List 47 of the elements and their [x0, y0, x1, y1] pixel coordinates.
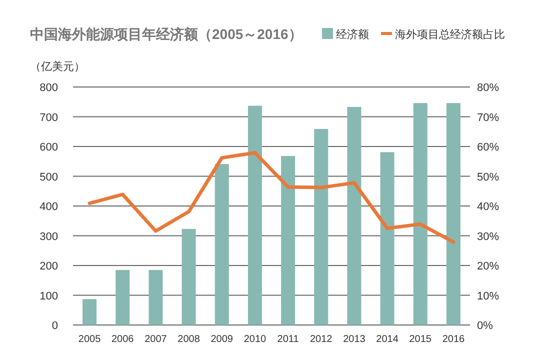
line-series — [88, 151, 456, 244]
y2-tick-label: 40% — [477, 201, 500, 213]
y-tick-label: 200 — [40, 260, 58, 272]
y2-tick-label: 20% — [477, 260, 500, 272]
bar — [347, 106, 362, 325]
bar — [281, 156, 296, 325]
bar — [82, 299, 97, 325]
y-tick-label: 100 — [40, 290, 58, 302]
bar — [148, 270, 163, 325]
x-tick-label: 2009 — [210, 334, 234, 345]
y-axis-title: （亿美元） — [30, 60, 85, 73]
legend-label: 经济额 — [336, 28, 369, 41]
bar — [446, 103, 460, 325]
y-tick-label: 300 — [40, 230, 58, 243]
y-tick-label: 700 — [40, 112, 58, 124]
y-tick-label: 600 — [40, 142, 58, 154]
bar — [214, 164, 229, 325]
y2-tick-label: 0% — [477, 320, 494, 332]
x-tick-label: 2013 — [343, 334, 366, 345]
x-tick-label: 2008 — [178, 334, 200, 345]
bar — [116, 270, 130, 325]
bar — [314, 128, 328, 325]
x-tick-label: 2016 — [442, 334, 466, 345]
y2-tick-label: 70% — [477, 112, 500, 124]
x-tick-label: 2011 — [277, 334, 300, 345]
bar — [182, 228, 196, 325]
x-tick-label: 2012 — [310, 334, 333, 345]
y2-tick-label: 60% — [477, 142, 500, 154]
x-tick-label: 2014 — [376, 334, 399, 345]
chart-title: 中国海外能源项目年经济额（2005～2016） — [30, 26, 302, 42]
y-tick-label: 500 — [40, 171, 58, 184]
y2-tick-label: 80% — [477, 82, 500, 94]
x-tick-label: 2015 — [409, 334, 432, 345]
legend-label: 海外项目总经济额占比 — [395, 28, 505, 41]
y2-tick-label: 30% — [477, 230, 500, 243]
bar — [248, 106, 262, 325]
y2-tick-label: 50% — [477, 171, 500, 184]
x-tick-label: 2007 — [144, 334, 168, 345]
x-tick-label: 2006 — [112, 334, 134, 345]
y-tick-label: 400 — [40, 201, 58, 213]
y2-tick-label: 10% — [477, 290, 500, 302]
x-tick-label: 2005 — [78, 334, 102, 345]
bar — [413, 103, 428, 325]
y-tick-label: 0 — [52, 320, 58, 332]
bar — [380, 152, 394, 325]
x-tick-label: 2010 — [244, 334, 267, 345]
y-tick-label: 800 — [40, 82, 58, 94]
